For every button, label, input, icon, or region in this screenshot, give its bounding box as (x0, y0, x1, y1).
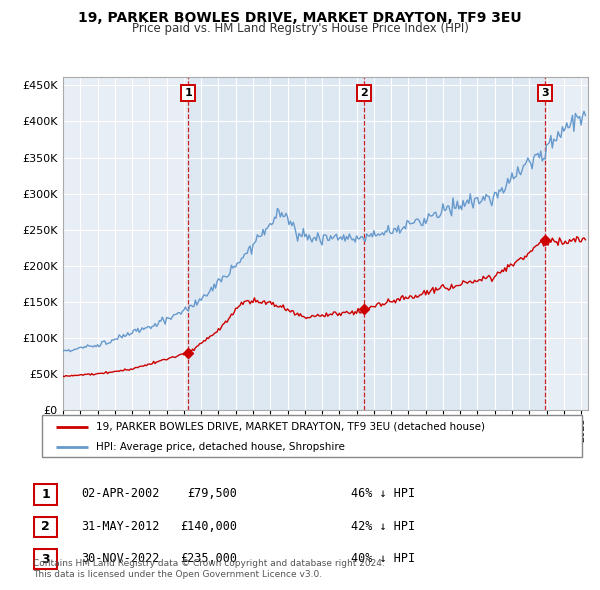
Text: 2: 2 (360, 88, 368, 99)
Text: £235,000: £235,000 (180, 552, 237, 565)
Text: 42% ↓ HPI: 42% ↓ HPI (351, 520, 415, 533)
Text: 19, PARKER BOWLES DRIVE, MARKET DRAYTON, TF9 3EU (detached house): 19, PARKER BOWLES DRIVE, MARKET DRAYTON,… (96, 422, 485, 432)
Text: 40% ↓ HPI: 40% ↓ HPI (351, 552, 415, 565)
Text: £140,000: £140,000 (180, 520, 237, 533)
Bar (188, 77, 545, 410)
Text: 3: 3 (41, 553, 50, 566)
Text: 02-APR-2002: 02-APR-2002 (81, 487, 160, 500)
Text: Price paid vs. HM Land Registry's House Price Index (HPI): Price paid vs. HM Land Registry's House … (131, 22, 469, 35)
Text: HPI: Average price, detached house, Shropshire: HPI: Average price, detached house, Shro… (96, 442, 345, 451)
Text: 31-MAY-2012: 31-MAY-2012 (81, 520, 160, 533)
Text: 2: 2 (41, 520, 50, 533)
Text: 1: 1 (184, 88, 192, 99)
Text: 30-NOV-2022: 30-NOV-2022 (81, 552, 160, 565)
Text: 3: 3 (541, 88, 549, 99)
Text: 46% ↓ HPI: 46% ↓ HPI (351, 487, 415, 500)
Text: 1: 1 (41, 488, 50, 501)
Text: 19, PARKER BOWLES DRIVE, MARKET DRAYTON, TF9 3EU: 19, PARKER BOWLES DRIVE, MARKET DRAYTON,… (78, 11, 522, 25)
Text: Contains HM Land Registry data © Crown copyright and database right 2024.
This d: Contains HM Land Registry data © Crown c… (33, 559, 385, 579)
Text: £79,500: £79,500 (187, 487, 237, 500)
